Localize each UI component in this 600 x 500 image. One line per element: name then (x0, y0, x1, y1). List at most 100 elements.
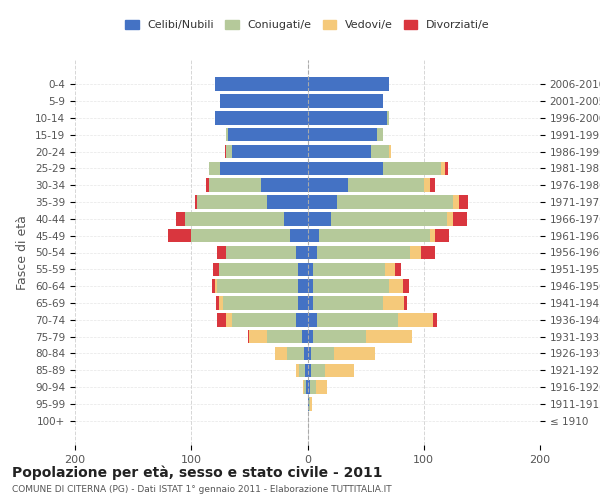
Bar (308, 128, 377, 141)
Bar (441, 162, 445, 175)
Bar (436, 229, 449, 242)
Bar (308, 330, 313, 344)
Bar (389, 145, 391, 158)
Text: Popolazione per età, sesso e stato civile - 2011: Popolazione per età, sesso e stato civil… (12, 465, 383, 479)
Bar (197, 196, 267, 209)
Bar (226, 128, 229, 141)
Bar (220, 94, 308, 108)
Bar (308, 280, 313, 293)
Bar (206, 178, 209, 192)
Bar (313, 262, 385, 276)
Bar (337, 196, 453, 209)
Bar (219, 296, 223, 310)
Text: COMUNE DI CITERNA (PG) - Dati ISTAT 1° gennaio 2011 - Elaborazione TUTTITALIA.IT: COMUNE DI CITERNA (PG) - Dati ISTAT 1° g… (12, 485, 392, 494)
Bar (308, 380, 310, 394)
Bar (365, 330, 412, 344)
Bar (308, 178, 348, 192)
Bar (214, 262, 219, 276)
Bar (305, 364, 308, 377)
Bar (226, 145, 232, 158)
Bar (310, 397, 312, 410)
Bar (447, 212, 453, 226)
Bar (248, 330, 250, 344)
Bar (308, 296, 313, 310)
Bar (267, 330, 302, 344)
Bar (250, 330, 267, 344)
Bar (225, 145, 226, 158)
Bar (191, 229, 290, 242)
Bar (217, 280, 298, 293)
Bar (453, 212, 467, 226)
Bar (304, 380, 307, 394)
Bar (313, 330, 365, 344)
Bar (325, 364, 354, 377)
Bar (226, 246, 296, 259)
Bar (430, 178, 436, 192)
Bar (433, 313, 437, 326)
Bar (311, 346, 334, 360)
Bar (299, 364, 305, 377)
Bar (212, 280, 215, 293)
Bar (453, 196, 458, 209)
Bar (296, 313, 308, 326)
Bar (296, 364, 299, 377)
Bar (307, 380, 308, 394)
Legend: Celibi/Nubili, Coniugati/e, Vedovi/e, Divorziati/e: Celibi/Nubili, Coniugati/e, Vedovi/e, Di… (121, 16, 494, 35)
Bar (313, 280, 389, 293)
Bar (308, 346, 311, 360)
Bar (302, 330, 308, 344)
Bar (348, 178, 424, 192)
Bar (308, 262, 313, 276)
Bar (308, 94, 383, 108)
Bar (176, 212, 185, 226)
Bar (308, 229, 319, 242)
Bar (317, 313, 398, 326)
Bar (226, 313, 232, 326)
Bar (308, 364, 311, 377)
Bar (308, 212, 331, 226)
Bar (195, 196, 197, 209)
Bar (458, 196, 468, 209)
Bar (209, 178, 261, 192)
Bar (267, 196, 308, 209)
Bar (319, 229, 430, 242)
Bar (316, 380, 327, 394)
Bar (308, 78, 389, 91)
Bar (296, 246, 308, 259)
Bar (308, 397, 310, 410)
Bar (185, 212, 284, 226)
Bar (395, 262, 401, 276)
Bar (383, 296, 404, 310)
Bar (371, 145, 389, 158)
Bar (308, 196, 337, 209)
Bar (232, 313, 296, 326)
Bar (331, 212, 447, 226)
Bar (304, 346, 308, 360)
Bar (223, 296, 298, 310)
Bar (298, 262, 308, 276)
Bar (261, 178, 308, 192)
Bar (386, 111, 389, 124)
Bar (232, 145, 308, 158)
Bar (215, 296, 219, 310)
Bar (229, 128, 308, 141)
Bar (311, 364, 325, 377)
Bar (308, 313, 317, 326)
Bar (310, 380, 316, 394)
Bar (308, 246, 317, 259)
Bar (219, 262, 298, 276)
Bar (217, 246, 226, 259)
Bar (308, 111, 386, 124)
Bar (209, 162, 220, 175)
Bar (385, 262, 395, 276)
Bar (308, 162, 383, 175)
Bar (308, 145, 371, 158)
Bar (220, 162, 308, 175)
Bar (298, 296, 308, 310)
Bar (398, 313, 433, 326)
Bar (421, 246, 436, 259)
Bar (284, 212, 308, 226)
Bar (334, 346, 375, 360)
Bar (410, 246, 421, 259)
Bar (217, 313, 226, 326)
